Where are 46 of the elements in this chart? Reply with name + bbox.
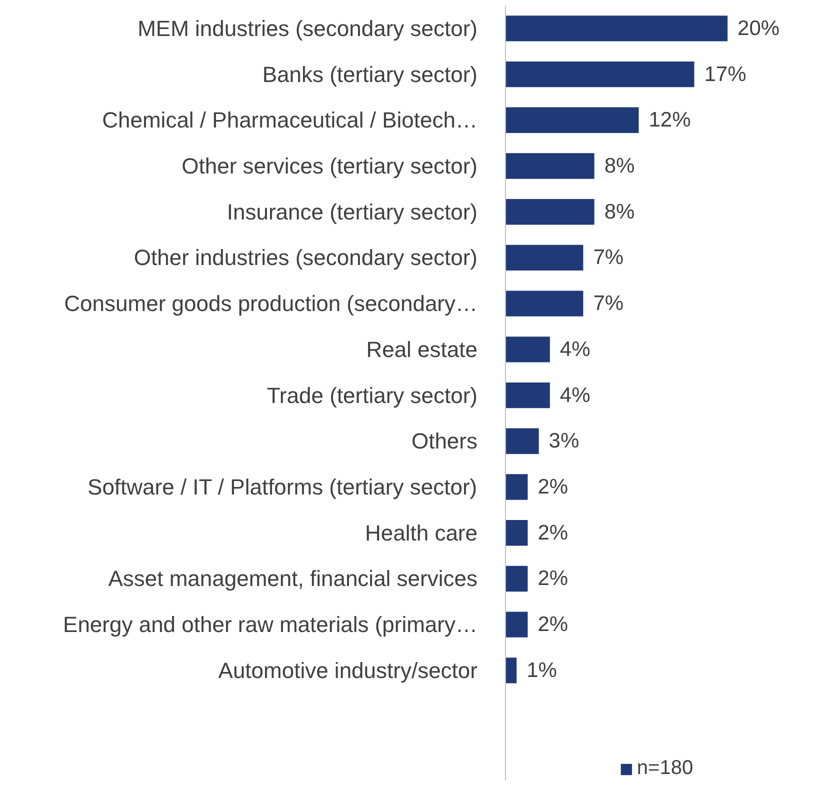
bar	[506, 474, 528, 500]
y-tick-label: Asset management, financial services	[108, 566, 478, 592]
data-label: 3%	[548, 430, 580, 453]
data-label: 12%	[648, 108, 691, 132]
bar	[506, 566, 528, 592]
bar	[506, 336, 550, 362]
data-label: 17%	[704, 62, 746, 86]
y-tick-label: Chemical / Pharmaceutical / Biotech…	[102, 108, 478, 133]
bar	[506, 520, 528, 546]
data-label: 4%	[560, 384, 590, 407]
data-label: 20%	[738, 16, 780, 40]
y-tick-label: Insurance (tertiary sector)	[226, 199, 478, 224]
y-tick-label: Consumer goods production (secondary…	[64, 291, 478, 316]
data-label: 4%	[560, 338, 590, 361]
y-tick-label: Trade (tertiary sector)	[266, 382, 478, 408]
data-label: 7%	[593, 246, 624, 270]
data-label: 7%	[593, 292, 624, 316]
y-tick-label: Health care	[364, 520, 478, 546]
bar	[506, 153, 594, 179]
data-label: 2%	[538, 613, 568, 636]
y-tick-label: Real estate	[366, 336, 478, 362]
data-label: 2%	[538, 567, 568, 590]
y-tick-label: Other services (tertiary sector)	[182, 154, 478, 179]
y-tick-label: Banks (tertiary sector)	[262, 62, 478, 87]
y-tick-label: MEM industries (secondary sector)	[138, 16, 478, 41]
bar	[506, 199, 594, 225]
bar	[506, 428, 539, 454]
data-label: 2%	[538, 476, 568, 499]
bar	[506, 61, 694, 88]
bar	[506, 244, 584, 271]
data-label: 8%	[604, 154, 635, 178]
bar	[506, 382, 550, 408]
legend-label: n=180	[636, 757, 694, 780]
y-tick-label: Others	[411, 428, 478, 454]
y-tick-label: Software / IT / Platforms (tertiary sector)	[88, 474, 478, 500]
data-label: 1%	[526, 658, 557, 682]
y-tick-label: Energy and other raw materials (primary…	[63, 612, 478, 638]
data-label: 2%	[538, 521, 568, 544]
bar	[506, 658, 517, 684]
bar	[506, 612, 528, 638]
bar	[506, 16, 728, 42]
bar	[506, 290, 584, 316]
bar	[506, 107, 639, 133]
y-tick-label: Automotive industry/sector	[218, 658, 478, 683]
data-label: 8%	[604, 200, 635, 224]
y-tick-label: Other industries (secondary sector)	[134, 245, 478, 270]
